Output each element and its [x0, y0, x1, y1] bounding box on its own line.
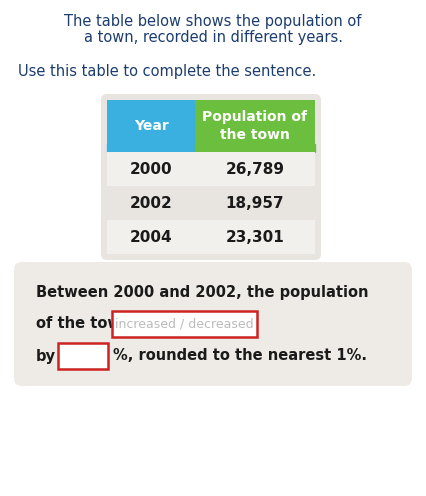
Bar: [107, 186, 315, 220]
Text: Year: Year: [134, 119, 168, 133]
Text: The table below shows the population of: The table below shows the population of: [64, 14, 362, 29]
Text: a town, recorded in different years.: a town, recorded in different years.: [83, 30, 343, 45]
Bar: [195, 144, 315, 152]
Text: Between 2000 and 2002, the population: Between 2000 and 2002, the population: [36, 285, 368, 300]
Text: of the town: of the town: [36, 316, 131, 331]
Bar: [107, 152, 315, 186]
Text: 18,957: 18,957: [226, 195, 284, 210]
Text: Use this table to complete the sentence.: Use this table to complete the sentence.: [18, 64, 316, 79]
Text: 2004: 2004: [130, 230, 172, 245]
Bar: [107, 220, 315, 254]
Text: %, rounded to the nearest 1%.: %, rounded to the nearest 1%.: [113, 349, 367, 364]
Text: 26,789: 26,789: [225, 162, 285, 177]
Text: 2002: 2002: [130, 195, 173, 210]
Text: 23,301: 23,301: [226, 230, 285, 245]
FancyBboxPatch shape: [14, 262, 412, 386]
Text: increased / decreased: increased / decreased: [115, 317, 254, 330]
Bar: [107, 144, 195, 152]
FancyBboxPatch shape: [107, 100, 195, 152]
Text: Population of
the town: Population of the town: [202, 110, 308, 142]
Text: by: by: [36, 349, 56, 364]
FancyBboxPatch shape: [101, 94, 321, 260]
Text: 2000: 2000: [130, 162, 172, 177]
FancyBboxPatch shape: [195, 100, 315, 152]
Bar: [58, 343, 108, 369]
Bar: [112, 311, 257, 337]
